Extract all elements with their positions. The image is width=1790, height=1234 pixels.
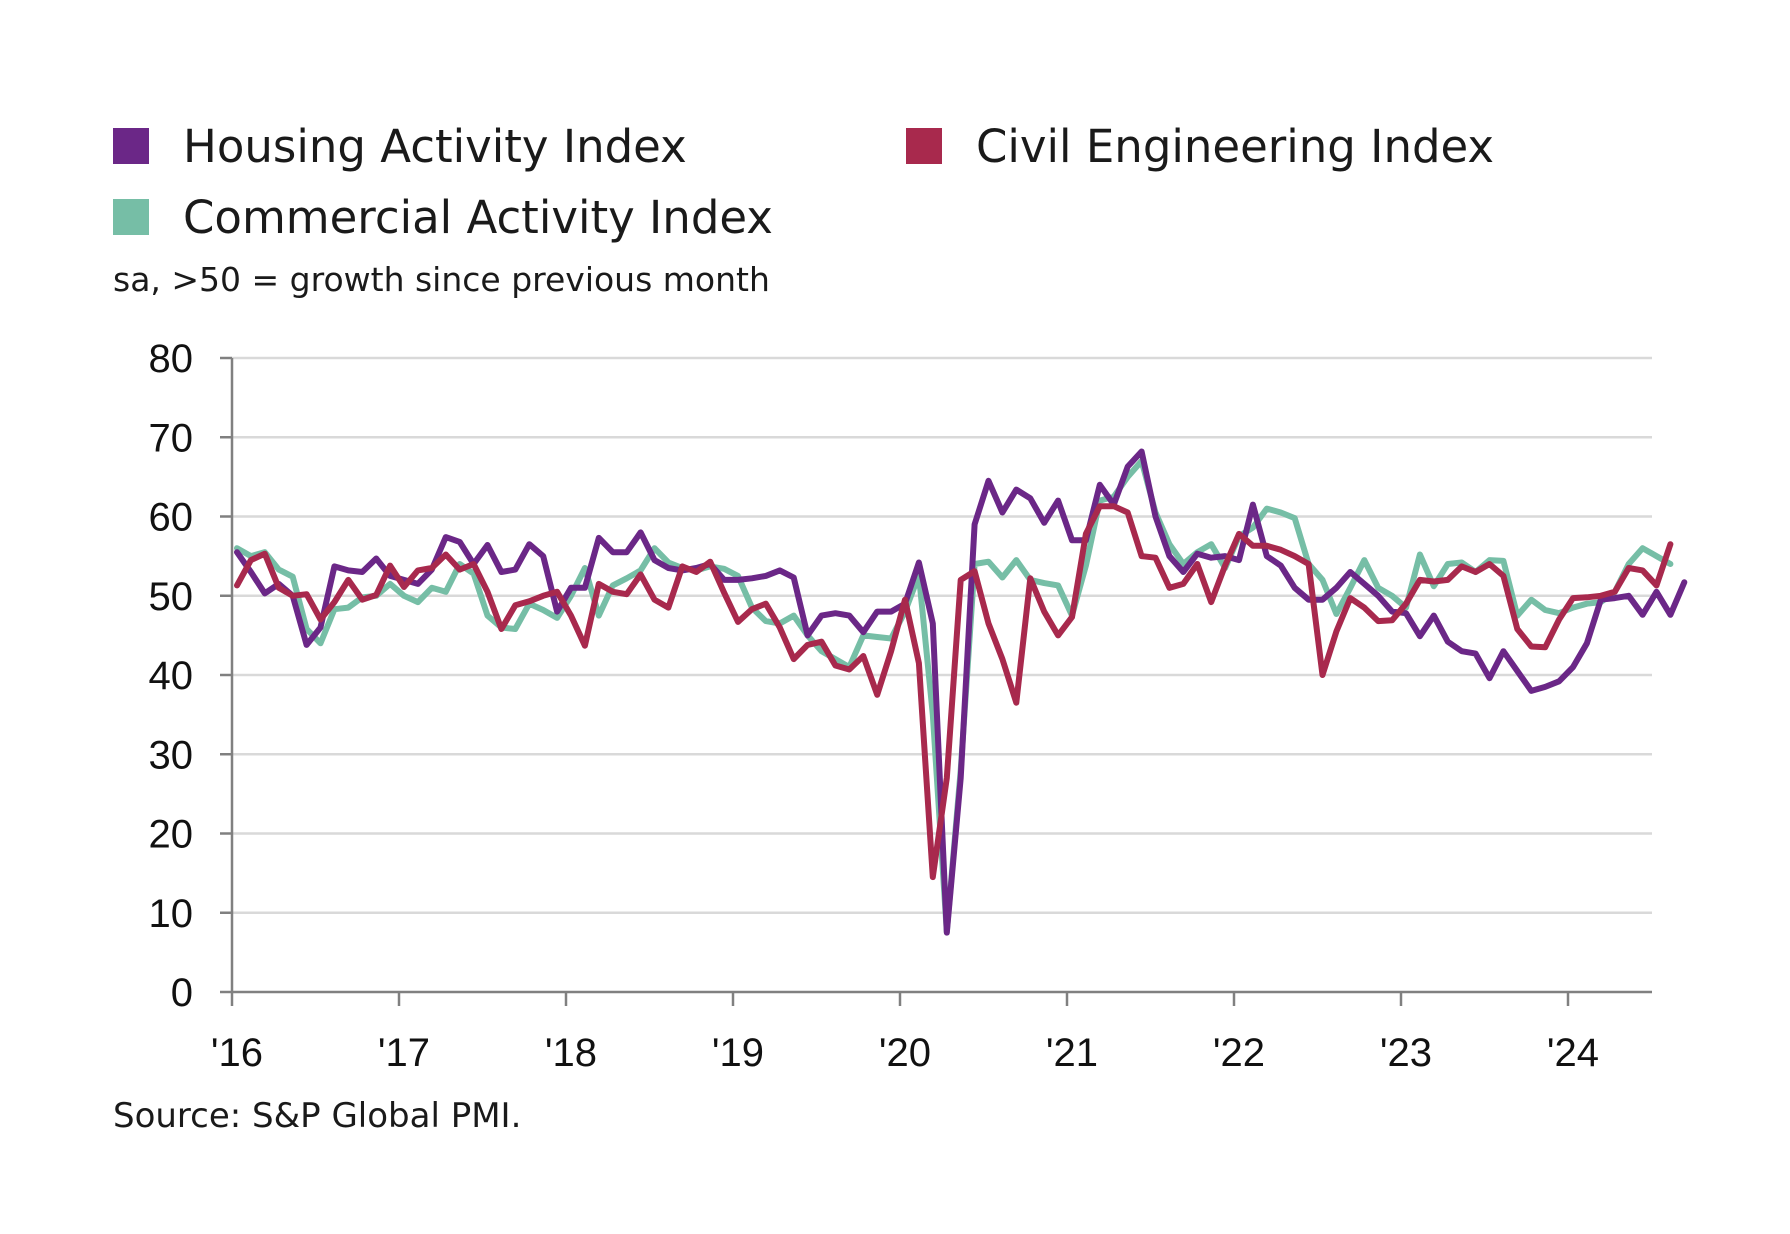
series-line-housing-activity-index [234,448,1688,936]
legend-label-civil: Civil Engineering Index [976,119,1495,173]
y-tick-label-50: 50 [149,575,194,619]
x-tick-label-4: '20 [879,1031,931,1075]
legend-swatch-commercial [113,199,149,235]
x-tick-label-6: '22 [1213,1031,1265,1075]
legend-label-commercial: Commercial Activity Index [183,190,773,244]
source-note: Source: S&P Global PMI. [113,1096,522,1136]
y-tick-label-60: 60 [149,496,194,540]
x-tick-label-7: '23 [1380,1031,1432,1075]
y-tick-label-40: 40 [149,654,194,698]
y-tick-label-10: 10 [149,892,194,936]
series-lines [234,448,1688,936]
axes [230,358,1652,994]
legend-item-housing: Housing Activity Index [113,116,687,176]
x-tick-label-2: '18 [545,1031,597,1075]
x-tick-label-0: '16 [211,1031,263,1075]
x-tick-label-1: '17 [378,1031,430,1075]
x-tick-label-8: '24 [1547,1031,1599,1075]
y-tick-label-20: 20 [149,813,194,857]
x-tick-labels: '16 '17 '18 '19 '20 '21 '22 '23 '24 [211,992,1599,1075]
legend-label-housing: Housing Activity Index [183,119,687,173]
y-tick-label-80: 80 [149,337,194,381]
legend-swatch-civil [906,128,942,164]
x-tick-label-3: '19 [712,1031,764,1075]
y-tick-label-0: 0 [171,971,193,1015]
chart-subtitle: sa, >50 = growth since previous month [113,260,770,299]
legend-item-commercial: Commercial Activity Index [113,187,773,247]
y-tick-label-30: 30 [149,733,194,777]
x-tick-label-5: '21 [1046,1031,1098,1075]
series-line-civil-engineering-index [234,503,1674,881]
y-tick-labels: 0 10 20 30 40 50 60 70 80 [149,337,194,1015]
y-tick-label-70: 70 [149,416,194,460]
legend-swatch-housing [113,128,149,164]
legend-item-civil: Civil Engineering Index [906,116,1494,176]
